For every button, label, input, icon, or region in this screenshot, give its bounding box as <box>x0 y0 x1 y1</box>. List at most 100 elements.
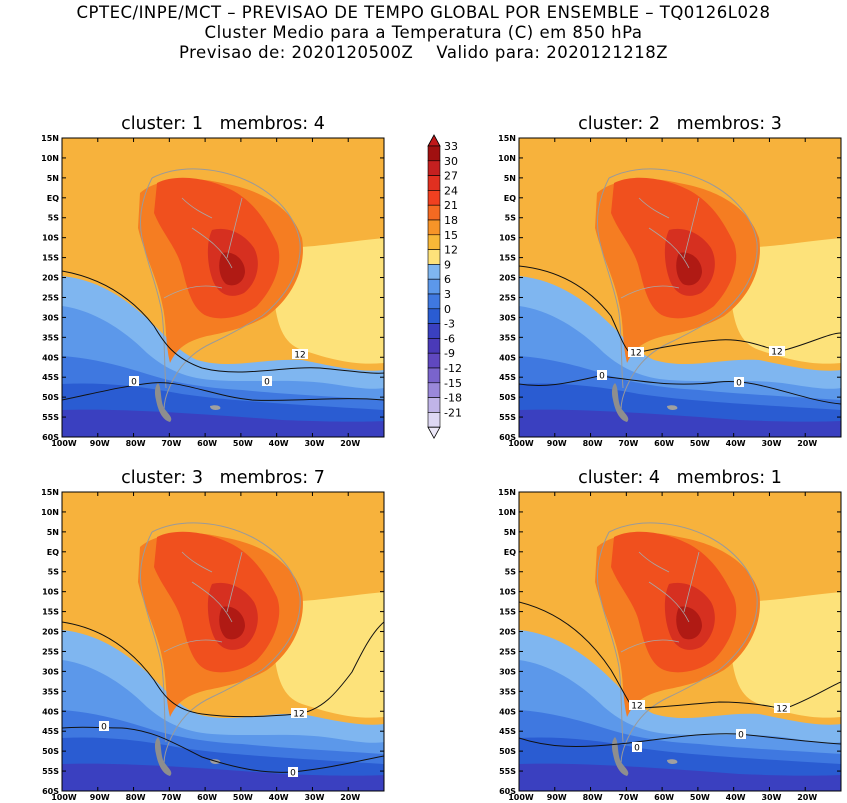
colorbar-swatch <box>427 234 441 250</box>
lat-tick-label: 5S <box>505 214 517 223</box>
lat-tick-label: 10N <box>41 508 59 517</box>
lat-tick-label: 60S <box>42 787 59 796</box>
contour-label: 0 <box>734 377 744 389</box>
lon-tick-label: 70W <box>161 793 181 802</box>
contour-line <box>519 375 841 405</box>
lat-tick-label: 35S <box>42 687 59 696</box>
contour-label: 12 <box>769 346 785 358</box>
lat-tick-label: 30S <box>42 313 59 322</box>
header-line-1: CPTEC/INPE/MCT – PREVISAO DE TEMPO GLOBA… <box>76 3 771 22</box>
lat-tick-label: 30S <box>42 667 59 676</box>
header-line-3: Previsao de: 2020120500Z Valido para: 20… <box>0 43 847 62</box>
svg-text:0: 0 <box>599 372 605 382</box>
colorbar-label: -9 <box>444 347 455 360</box>
colorbar-swatch <box>427 160 441 176</box>
contour-line <box>62 270 384 374</box>
forecast-time: 2020120500Z <box>291 43 414 62</box>
svg-text:12: 12 <box>294 351 305 361</box>
lat-tick-label: 5S <box>505 568 517 577</box>
lon-tick-label: 80W <box>126 793 146 802</box>
panel-title-2: cluster: 2 membros: 3 <box>578 114 782 134</box>
lon-tick-label: 60W <box>197 793 217 802</box>
lat-tick-label: 50S <box>499 747 516 756</box>
lat-tick-label: 40S <box>499 707 516 716</box>
lon-tick-label: 50W <box>690 793 710 802</box>
svg-text:0: 0 <box>738 731 744 741</box>
lat-tick-label: 5N <box>47 174 59 183</box>
lat-tick-label: 10S <box>42 588 59 597</box>
colorbar-label: 18 <box>444 214 458 227</box>
lon-tick-label: 40W <box>726 439 746 448</box>
colorbar-swatch <box>427 278 441 295</box>
lat-tick-label: 5N <box>504 174 516 183</box>
lat-tick-label: 5S <box>48 214 60 223</box>
header-line-2: Cluster Medio para a Temperatura (C) em … <box>204 23 643 42</box>
map-panel-cluster-4: 12 12 0 0 15N 10N 5N EQ 5S 10S 15S 20S 25S 30S 35S 40S 4… <box>498 488 842 802</box>
lat-tick-label: 40S <box>499 353 516 362</box>
lat-tick-label: 15N <box>498 488 516 497</box>
colorbar-label: -21 <box>444 406 462 419</box>
svg-text:12: 12 <box>630 349 641 359</box>
lat-tick-label: 50S <box>499 393 516 402</box>
lat-tick-label: EQ <box>47 194 59 203</box>
lat-tick-label: 15N <box>41 134 59 143</box>
colorbar-label: -12 <box>444 362 462 375</box>
colorbar-label: 27 <box>444 170 458 183</box>
colorbar-min-arrow <box>427 426 441 440</box>
colorbar-label: 0 <box>444 303 451 316</box>
lon-tick-label: 100W <box>51 439 77 448</box>
contour-label: 0 <box>288 767 298 779</box>
map-panel-cluster-1: 12 0 0 15N 10N 5N EQ 5S 10S 15S 20S 25S 30S 35S 40S 45S… <box>41 134 385 448</box>
lat-tick-label: 20S <box>42 628 59 637</box>
lon-tick-label: 70W <box>618 793 638 802</box>
lon-tick-label: 50W <box>690 439 710 448</box>
lat-tick-label: 25S <box>499 647 516 656</box>
svg-text:0: 0 <box>264 378 270 388</box>
lat-tick-label: 55S <box>42 767 59 776</box>
lon-tick-label: 40W <box>726 793 746 802</box>
map-panel-cluster-2: 12 12 0 0 15N 10N 5N EQ 5S 10S 15S 20S 25S 30S 35S 40S 4… <box>498 134 842 448</box>
colorbar-label: 9 <box>444 258 451 271</box>
lat-tick-label: 25S <box>42 647 59 656</box>
colorbar-swatch <box>427 397 441 413</box>
contour-label: 12 <box>628 347 644 359</box>
colorbar-swatch <box>427 145 441 162</box>
svg-text:12: 12 <box>631 702 642 712</box>
contour-label: 0 <box>99 721 109 733</box>
svg-text:0: 0 <box>290 769 296 779</box>
lat-tick-label: 30S <box>499 313 516 322</box>
colorbar-swatch <box>427 219 441 236</box>
colorbar-label: -18 <box>444 392 462 405</box>
contour-label: 12 <box>292 349 308 361</box>
contour-label: 0 <box>597 370 607 382</box>
lat-tick-label: 15S <box>499 254 516 263</box>
lat-tick-label: 45S <box>499 727 516 736</box>
colorbar-label: 12 <box>444 244 458 257</box>
contour-label: 12 <box>629 700 645 712</box>
lon-tick-label: 90W <box>90 793 110 802</box>
contour-label: 12 <box>774 703 790 715</box>
contour-line <box>62 382 384 401</box>
forecast-prefix: Previsao de: <box>178 43 286 62</box>
lat-tick-label: EQ <box>504 194 516 203</box>
temperature-field <box>62 492 384 791</box>
map-frame <box>518 137 842 438</box>
svg-text:0: 0 <box>634 744 640 754</box>
svg-text:12: 12 <box>776 705 787 715</box>
lon-tick-label: 60W <box>654 439 674 448</box>
lat-tick-label: 55S <box>499 767 516 776</box>
lon-tick-label: 90W <box>547 439 567 448</box>
map-frame <box>518 491 842 792</box>
colorbar-label: -15 <box>444 377 462 390</box>
panel-title-3: cluster: 3 membros: 7 <box>121 468 325 488</box>
colorbar-swatch <box>427 204 441 221</box>
valid-prefix: Valido para: <box>436 43 541 62</box>
lon-tick-label: 70W <box>161 439 181 448</box>
lat-tick-label: EQ <box>504 548 516 557</box>
lat-tick-label: 25S <box>499 293 516 302</box>
lat-tick-label: 10S <box>499 234 516 243</box>
lat-tick-label: 15S <box>499 608 516 617</box>
lat-tick-label: 20S <box>499 274 516 283</box>
